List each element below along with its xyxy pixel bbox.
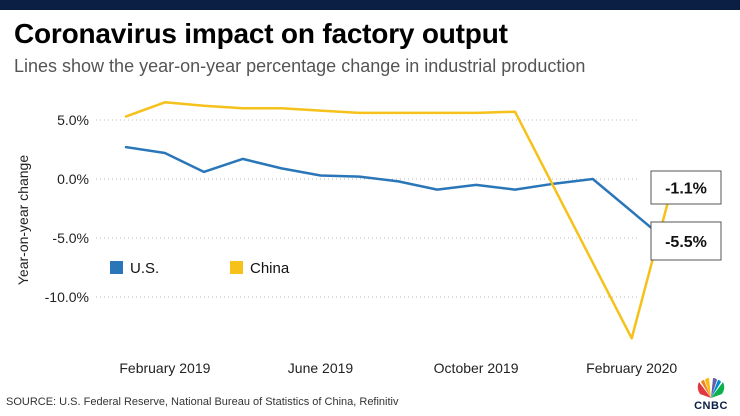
x-tick-label: February 2020 <box>586 360 677 376</box>
chart-title: Coronavirus impact on factory output <box>14 18 508 49</box>
callout-box <box>650 170 722 205</box>
peacock-logo-icon <box>697 378 725 398</box>
legend-label: China <box>250 260 290 277</box>
y-tick-label: 5.0% <box>57 112 89 128</box>
callout-value-label: -5.5% <box>665 234 707 251</box>
y-tick-label: 0.0% <box>57 171 89 187</box>
y-axis-label: Year-on-year change <box>15 155 31 285</box>
x-tick-label: June 2019 <box>288 360 354 376</box>
source-note: SOURCE: U.S. Federal Reserve, National B… <box>6 396 399 408</box>
y-tick-label: -10.0% <box>45 289 89 305</box>
legend-swatch <box>110 261 123 274</box>
legend-swatch <box>230 261 243 274</box>
y-tick-label: -5.0% <box>52 230 89 246</box>
chart-subtitle: Lines show the year-on-year percentage c… <box>14 56 586 76</box>
x-tick-label: October 2019 <box>434 360 519 376</box>
legend-label: U.S. <box>130 260 159 277</box>
series-line-us <box>124 145 672 246</box>
callout-box <box>650 221 722 261</box>
callout-value-label: -1.1% <box>665 181 707 198</box>
brand-top-bar <box>0 0 740 10</box>
cnbc-logo-text: CNBC <box>694 400 728 412</box>
series-line-china <box>124 101 672 340</box>
x-tick-label: February 2019 <box>119 360 210 376</box>
